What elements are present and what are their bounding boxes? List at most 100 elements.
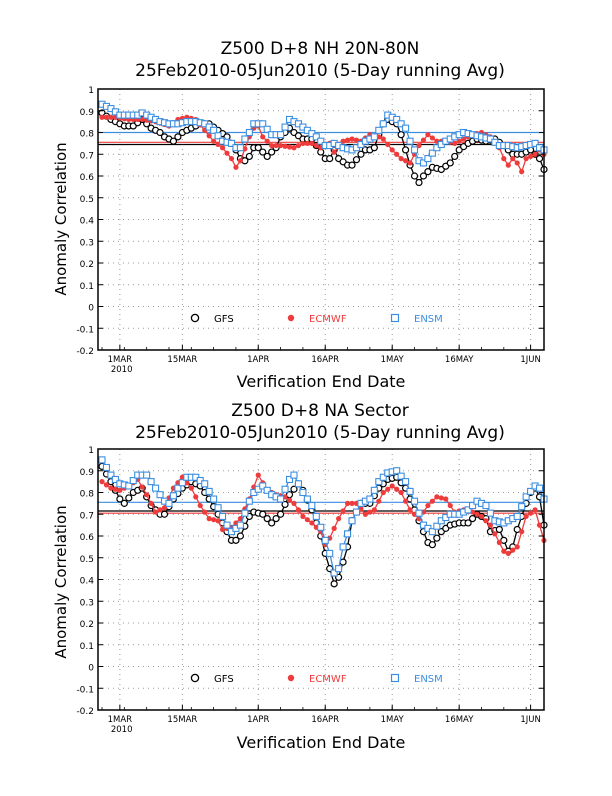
x-tick-label: 1APR bbox=[247, 715, 269, 725]
chart-na: Z500 D+8 NA Sector 25Feb2010-05Jun2010 (… bbox=[52, 401, 548, 752]
y-tick-label: 0.9 bbox=[80, 108, 95, 118]
data-point bbox=[111, 475, 119, 483]
legend-label-gfs: GFS bbox=[214, 674, 234, 685]
legend-marker-gfs bbox=[190, 313, 200, 323]
data-point bbox=[156, 491, 164, 499]
data-point bbox=[303, 495, 311, 503]
data-point bbox=[428, 149, 436, 157]
data-point bbox=[348, 161, 356, 169]
data-point bbox=[522, 493, 530, 501]
data-point bbox=[218, 512, 227, 520]
y-tick-label: 0.6 bbox=[80, 173, 95, 183]
data-point bbox=[263, 514, 271, 523]
data-point bbox=[464, 506, 472, 514]
data-point bbox=[286, 144, 293, 150]
data-point bbox=[304, 140, 310, 146]
data-point bbox=[300, 140, 306, 146]
data-point bbox=[349, 136, 355, 142]
data-point bbox=[202, 509, 208, 515]
data-point bbox=[519, 529, 525, 535]
data-point bbox=[536, 522, 543, 528]
data-point bbox=[438, 495, 444, 501]
legend-label-ecmwf: ECMWF bbox=[309, 314, 347, 325]
data-point bbox=[362, 511, 369, 517]
data-point bbox=[393, 115, 401, 123]
data-point bbox=[443, 496, 449, 502]
y-tick-label: 0.3 bbox=[80, 598, 94, 608]
data-point bbox=[102, 463, 111, 472]
data-point bbox=[464, 519, 472, 527]
data-point bbox=[201, 480, 209, 488]
data-point bbox=[407, 507, 413, 513]
data-point bbox=[263, 486, 271, 494]
data-point bbox=[174, 133, 182, 141]
data-point bbox=[419, 159, 428, 167]
data-point bbox=[241, 135, 249, 143]
data-point bbox=[326, 549, 334, 557]
data-point bbox=[309, 140, 315, 146]
data-point bbox=[380, 136, 386, 142]
data-point bbox=[309, 520, 315, 526]
data-point bbox=[291, 500, 297, 506]
y-tick-label: 0.2 bbox=[80, 260, 94, 270]
data-point bbox=[352, 156, 361, 164]
y-tick-label: 0.4 bbox=[80, 577, 95, 587]
data-point bbox=[532, 507, 538, 513]
data-point bbox=[389, 147, 395, 153]
data-point bbox=[500, 536, 508, 544]
x-tick-label: 1APR bbox=[247, 355, 269, 365]
legend-marker-ecmwf bbox=[287, 674, 295, 682]
y-tick-label: 0.1 bbox=[80, 642, 94, 652]
data-point bbox=[259, 120, 267, 128]
data-point bbox=[169, 492, 177, 500]
series-ensm bbox=[98, 100, 548, 167]
data-point bbox=[281, 485, 289, 493]
data-point bbox=[264, 138, 270, 144]
data-point bbox=[206, 516, 212, 522]
data-point bbox=[389, 483, 395, 489]
data-point bbox=[281, 123, 289, 131]
chart-panel-nh: Z500 D+8 NH 20N-80N 25Feb2010-05Jun2010 … bbox=[0, 0, 612, 396]
data-point bbox=[169, 137, 178, 145]
x-tick-label: 1MAR bbox=[108, 355, 133, 365]
data-point bbox=[486, 509, 494, 517]
data-point bbox=[211, 517, 217, 523]
x-tick-sublabel: 2010 bbox=[111, 365, 133, 375]
data-point bbox=[434, 494, 440, 500]
data-point bbox=[268, 519, 276, 527]
data-point bbox=[125, 482, 133, 490]
data-point bbox=[451, 152, 459, 161]
data-point bbox=[336, 516, 342, 522]
data-point bbox=[205, 487, 213, 495]
data-point bbox=[375, 126, 383, 134]
data-point bbox=[290, 485, 298, 493]
data-point bbox=[286, 497, 293, 503]
data-point bbox=[152, 509, 159, 515]
data-point bbox=[406, 137, 414, 145]
data-point bbox=[277, 131, 285, 139]
data-point bbox=[535, 155, 544, 163]
data-point bbox=[299, 488, 307, 497]
data-point bbox=[513, 512, 521, 520]
x-tick-sublabel: 2010 bbox=[111, 725, 133, 735]
y-tick-label: 1 bbox=[88, 86, 94, 96]
data-point bbox=[335, 565, 343, 573]
data-point bbox=[482, 502, 490, 510]
data-point bbox=[317, 523, 325, 531]
data-point bbox=[518, 503, 526, 511]
data-point bbox=[514, 160, 520, 166]
data-point bbox=[397, 120, 405, 128]
data-point bbox=[367, 509, 373, 515]
legend-label-ensm: ENSM bbox=[414, 674, 443, 685]
data-point bbox=[326, 155, 334, 163]
data-point bbox=[344, 530, 352, 538]
series-ensm bbox=[98, 456, 548, 577]
data-point bbox=[188, 485, 194, 491]
data-point bbox=[468, 514, 477, 523]
data-point bbox=[147, 478, 155, 486]
legend-label-ensm: ENSM bbox=[414, 314, 443, 325]
data-point bbox=[103, 114, 110, 120]
data-point bbox=[433, 534, 441, 542]
legend: GFS ECMWF ENSM bbox=[190, 313, 443, 325]
data-point bbox=[156, 128, 164, 137]
